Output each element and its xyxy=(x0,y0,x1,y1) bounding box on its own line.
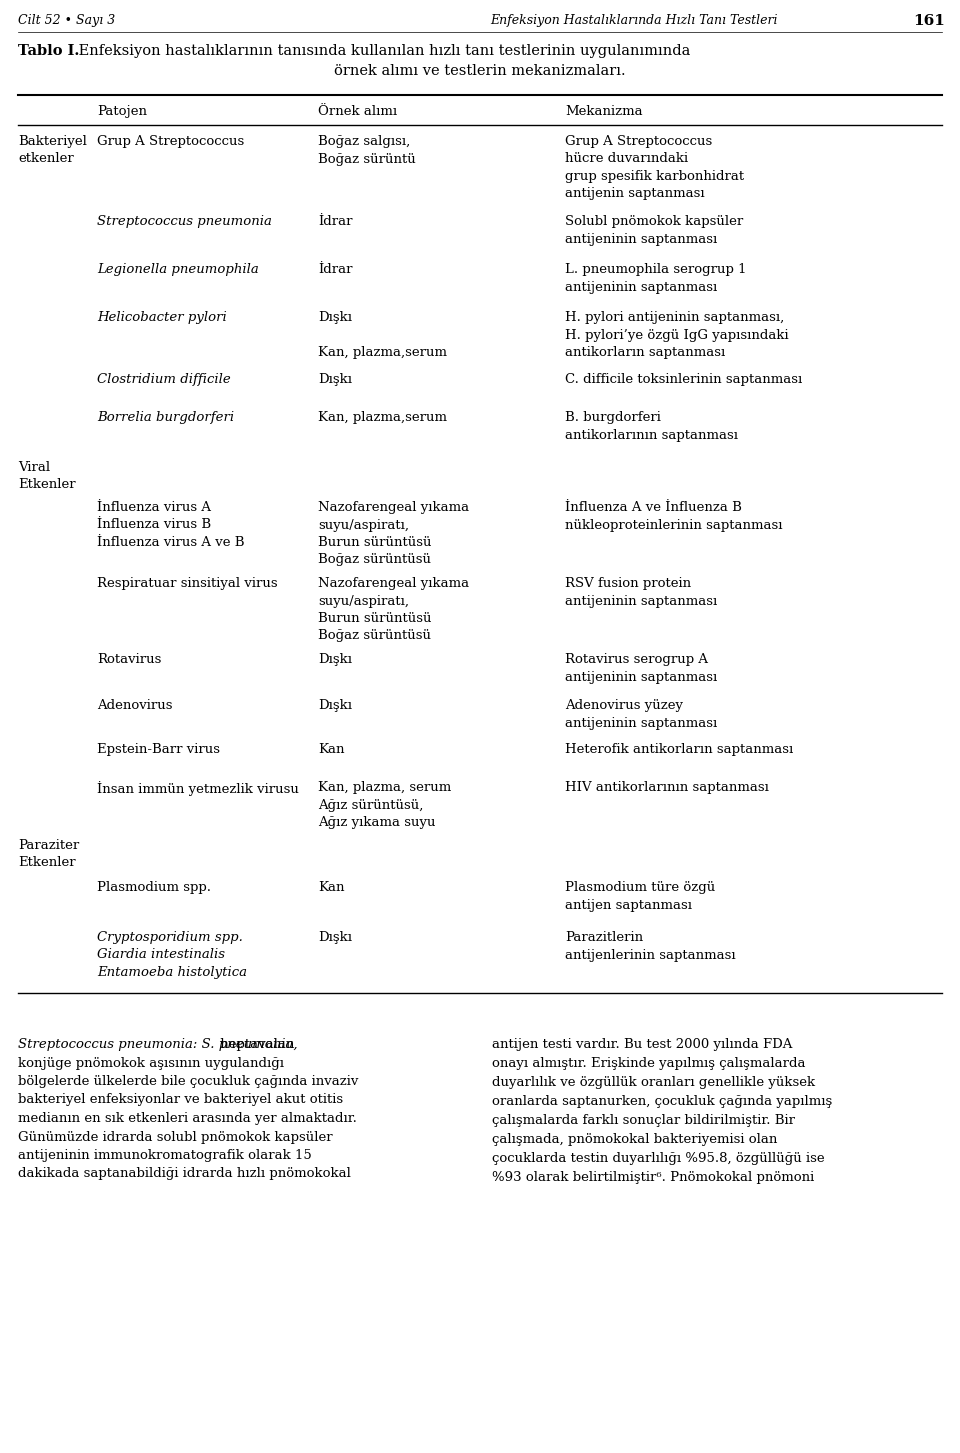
Text: Mekanizma: Mekanizma xyxy=(565,105,642,118)
Text: dakikada saptanabildiği idrarda hızlı pnömokokal: dakikada saptanabildiği idrarda hızlı pn… xyxy=(18,1168,350,1180)
Text: Grup A Streptococcus: Grup A Streptococcus xyxy=(97,135,244,148)
Text: Patojen: Patojen xyxy=(97,105,147,118)
Text: Grup A Streptococcus
hücre duvarındaki
grup spesifik karbonhidrat
antijenin sapt: Grup A Streptococcus hücre duvarındaki g… xyxy=(565,135,744,201)
Text: İdrar: İdrar xyxy=(318,215,352,228)
Text: Parazitlerin
antijenlerinin saptanması: Parazitlerin antijenlerinin saptanması xyxy=(565,931,735,962)
Text: Cryptosporidium spp.
Giardia intestinalis
Entamoeba histolytica: Cryptosporidium spp. Giardia intestinali… xyxy=(97,931,247,979)
Text: Günümüzde idrarda solubl pnömokok kapsüler: Günümüzde idrarda solubl pnömokok kapsül… xyxy=(18,1130,332,1144)
Text: İdrar: İdrar xyxy=(318,263,352,276)
Text: Tablo I.: Tablo I. xyxy=(18,44,80,58)
Text: Dışkı: Dışkı xyxy=(318,699,352,712)
Text: Dışkı: Dışkı xyxy=(318,373,352,386)
Text: İnfluenza A ve İnfluenza B
nükleoproteinlerinin saptanması: İnfluenza A ve İnfluenza B nükleoprotein… xyxy=(565,501,782,532)
Text: Rotavirus serogrup A
antijeninin saptanması: Rotavirus serogrup A antijeninin saptanm… xyxy=(565,652,717,683)
Text: Streptococcus pneumonia: S. pneumonia,: Streptococcus pneumonia: S. pneumonia, xyxy=(18,1037,298,1051)
Text: Dışkı: Dışkı xyxy=(318,931,352,944)
Text: Dışkı: Dışkı xyxy=(318,652,352,665)
Text: L. pneumophila serogrup 1
antijeninin saptanması: L. pneumophila serogrup 1 antijeninin sa… xyxy=(565,263,747,294)
Text: Kan, plazma,serum: Kan, plazma,serum xyxy=(318,411,447,424)
Text: İnsan immün yetmezlik virusu: İnsan immün yetmezlik virusu xyxy=(97,782,299,796)
Text: heptavalan: heptavalan xyxy=(216,1037,294,1051)
Text: Plasmodium spp.: Plasmodium spp. xyxy=(97,881,211,894)
Text: RSV fusion protein
antijeninin saptanması: RSV fusion protein antijeninin saptanmas… xyxy=(565,577,717,607)
Text: Epstein-Barr virus: Epstein-Barr virus xyxy=(97,742,220,756)
Text: Adenovirus: Adenovirus xyxy=(97,699,173,712)
Text: Bakteriyel
etkenler: Bakteriyel etkenler xyxy=(18,135,86,166)
Text: B. burgdorferi
antikorlarının saptanması: B. burgdorferi antikorlarının saptanması xyxy=(565,411,738,442)
Text: Adenovirus yüzey
antijeninin saptanması: Adenovirus yüzey antijeninin saptanması xyxy=(565,699,717,729)
Text: konjüge pnömokok aşısının uygulandığı: konjüge pnömokok aşısının uygulandığı xyxy=(18,1056,284,1069)
Text: Solubl pnömokok kapsüler
antijeninin saptanması: Solubl pnömokok kapsüler antijeninin sap… xyxy=(565,215,743,246)
Text: HIV antikorlarının saptanması: HIV antikorlarının saptanması xyxy=(565,782,769,793)
Text: bakteriyel enfeksiyonlar ve bakteriyel akut otitis: bakteriyel enfeksiyonlar ve bakteriyel a… xyxy=(18,1094,343,1107)
Text: Boğaz salgısı,
Boğaz sürüntü: Boğaz salgısı, Boğaz sürüntü xyxy=(318,135,416,166)
Text: bölgelerde ülkelerde bile çocukluk çağında invaziv: bölgelerde ülkelerde bile çocukluk çağın… xyxy=(18,1075,358,1088)
Text: Borrelia burgdorferi: Borrelia burgdorferi xyxy=(97,411,234,424)
Text: Rotavirus: Rotavirus xyxy=(97,652,161,665)
Text: Plasmodium türe özgü
antijen saptanması: Plasmodium türe özgü antijen saptanması xyxy=(565,881,715,911)
Text: Dışkı

Kan, plazma,serum: Dışkı Kan, plazma,serum xyxy=(318,311,447,359)
Text: Enfeksiyon hastalıklarının tanısında kullanılan hızlı tanı testlerinin uygulanım: Enfeksiyon hastalıklarının tanısında kul… xyxy=(74,44,690,58)
Text: antijen testi vardır. Bu test 2000 yılında FDA
onayı almıştır. Erişkinde yapılmı: antijen testi vardır. Bu test 2000 yılın… xyxy=(492,1037,832,1184)
Text: Kan: Kan xyxy=(318,742,345,756)
Text: Örnek alımı: Örnek alımı xyxy=(318,105,397,118)
Text: İnfluenza virus A
İnfluenza virus B
İnfluenza virus A ve B: İnfluenza virus A İnfluenza virus B İnfl… xyxy=(97,501,245,549)
Text: Streptococcus pneumonia: Streptococcus pneumonia xyxy=(97,215,272,228)
Text: C. difficile toksinlerinin saptanması: C. difficile toksinlerinin saptanması xyxy=(565,373,803,386)
Text: Kan, plazma, serum
Ağız sürüntüsü,
Ağız yıkama suyu: Kan, plazma, serum Ağız sürüntüsü, Ağız … xyxy=(318,782,451,830)
Text: Viral
Etkenler: Viral Etkenler xyxy=(18,461,76,491)
Text: Nazofarengeal yıkama
suyu/aspiratı,
Burun sürüntüsü
Boğaz sürüntüsü: Nazofarengeal yıkama suyu/aspiratı, Buru… xyxy=(318,501,469,567)
Text: 161: 161 xyxy=(913,15,945,28)
Text: antijeninin immunokromatografik olarak 15: antijeninin immunokromatografik olarak 1… xyxy=(18,1149,312,1162)
Text: Legionella pneumophila: Legionella pneumophila xyxy=(97,263,259,276)
Text: örnek alımı ve testlerin mekanizmaları.: örnek alımı ve testlerin mekanizmaları. xyxy=(334,64,626,78)
Text: Enfeksiyon Hastalıklarında Hızlı Tanı Testleri: Enfeksiyon Hastalıklarında Hızlı Tanı Te… xyxy=(490,15,778,28)
Text: H. pylori antijeninin saptanması,
H. pylori’ye özgü IgG yapısındaki
antikorların: H. pylori antijeninin saptanması, H. pyl… xyxy=(565,311,788,359)
Text: Clostridium difficile: Clostridium difficile xyxy=(97,373,230,386)
Text: Cilt 52 • Sayı 3: Cilt 52 • Sayı 3 xyxy=(18,15,115,28)
Text: medianın en sık etkenleri arasında yer almaktadır.: medianın en sık etkenleri arasında yer a… xyxy=(18,1112,357,1125)
Text: Respiratuar sinsitiyal virus: Respiratuar sinsitiyal virus xyxy=(97,577,277,590)
Text: Paraziter
Etkenler: Paraziter Etkenler xyxy=(18,838,80,869)
Text: Heterofik antikorların saptanması: Heterofik antikorların saptanması xyxy=(565,742,793,756)
Text: Helicobacter pylori: Helicobacter pylori xyxy=(97,311,227,324)
Text: Nazofarengeal yıkama
suyu/aspiratı,
Burun sürüntüsü
Boğaz sürüntüsü: Nazofarengeal yıkama suyu/aspiratı, Buru… xyxy=(318,577,469,642)
Text: Kan: Kan xyxy=(318,881,345,894)
